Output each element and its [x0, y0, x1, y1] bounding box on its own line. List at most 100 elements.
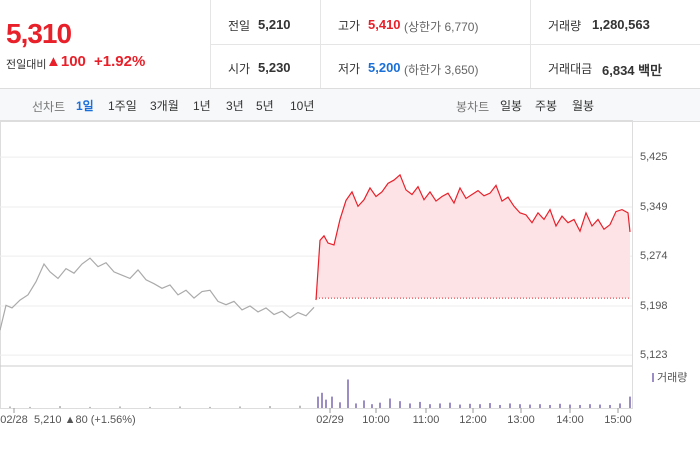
- stat-value: 6,834 백만: [602, 63, 663, 78]
- price-box: 5,310 전일대비 ▲100 +1.92%: [0, 0, 211, 88]
- volume-bar: [469, 403, 471, 408]
- tab[interactable]: 1일: [76, 99, 94, 113]
- tab[interactable]: 1주일: [108, 99, 137, 113]
- volume-bar: [269, 406, 271, 408]
- volume-bar: [371, 404, 373, 408]
- stat-value: 5,200: [368, 60, 401, 75]
- volume-bar: [317, 396, 319, 408]
- tab[interactable]: 주봉: [535, 99, 558, 113]
- change: ▲100: [46, 53, 86, 70]
- tab[interactable]: 10년: [290, 99, 315, 113]
- y-tick-label: 5,198: [640, 300, 668, 312]
- price-line: [315, 173, 631, 301]
- volume-bar: [325, 399, 327, 408]
- volume-bar: [609, 404, 611, 408]
- volume-bar: [559, 403, 561, 408]
- tab[interactable]: 3년: [226, 99, 244, 113]
- volume-bar: [9, 406, 11, 408]
- price-line: [0, 257, 315, 331]
- stat-label: 거래량: [548, 19, 582, 33]
- volume-bar: [59, 406, 61, 408]
- x-tick-label: 12:00: [459, 414, 487, 426]
- chart: 5,425 5,349 5,274 5,198 5,123 02/28 02/29 10:00…: [0, 120, 687, 426]
- stat-value: 5,210: [258, 17, 291, 32]
- volume-bar: [239, 406, 241, 408]
- volume-bar: [429, 404, 431, 408]
- tab[interactable]: 일봉: [500, 99, 523, 113]
- volume-bar: [299, 405, 301, 408]
- volume-bar: [449, 402, 451, 408]
- volume-bar: [339, 402, 341, 408]
- volume-bar: [379, 402, 381, 408]
- volume-bar: [459, 404, 461, 408]
- volume-bar: [321, 392, 323, 408]
- y-tick-label: 5,123: [640, 349, 668, 361]
- y-tick-label: 5,425: [640, 151, 668, 163]
- divider: [210, 44, 700, 45]
- volume-bar: [355, 403, 357, 408]
- volume-bar: [579, 404, 581, 408]
- volume-bar: [549, 404, 551, 408]
- volume-bar: [89, 406, 91, 408]
- tab[interactable]: 월봉: [572, 99, 595, 113]
- volume-bar: [29, 406, 31, 408]
- legend-label: 거래량: [657, 371, 687, 384]
- stat-label: 고가: [338, 19, 361, 33]
- area-fill: [316, 174, 630, 301]
- volume-bar: [499, 404, 501, 408]
- divider: [320, 0, 321, 88]
- volume-bar: [629, 396, 631, 408]
- tab-group-label: 봉차트: [456, 100, 490, 114]
- change-rate: +1.92%: [94, 53, 146, 70]
- x-tick-label: 15:00: [604, 414, 632, 426]
- volume-bar: [599, 404, 601, 408]
- volume-bar: [619, 403, 621, 408]
- stat-label: 전일: [228, 19, 251, 33]
- y-tick-label: 5,349: [640, 201, 668, 213]
- stat-note: (하한가 3,650): [404, 63, 479, 77]
- volume-bar: [489, 403, 491, 408]
- stat-note: (상한가 6,770): [404, 20, 479, 34]
- tab[interactable]: 1년: [193, 99, 211, 113]
- volume-bar: [409, 403, 411, 408]
- volume-bar: [179, 406, 181, 408]
- volume-bar: [439, 403, 441, 408]
- stat-value: 5,410: [368, 17, 401, 32]
- x-tick-label: 11:00: [413, 414, 440, 426]
- volume-bar: [589, 404, 591, 408]
- volume-bar: [347, 379, 349, 408]
- legend-swatch: [652, 373, 654, 382]
- volume-bar: [149, 406, 151, 408]
- x-tick-label: 02/28: [0, 414, 28, 426]
- volume-bar: [519, 404, 521, 408]
- tab-group-label: 선차트: [32, 100, 66, 114]
- stat-value: 1,280,563: [592, 17, 650, 32]
- x-tick-label: 14:00: [556, 414, 584, 426]
- volume-bar: [529, 404, 531, 408]
- volume-bar: [331, 396, 333, 408]
- volume-bar: [399, 401, 401, 408]
- volume-bar: [569, 404, 571, 408]
- volume-bar: [539, 404, 541, 408]
- prev-info: 5,210 ▲80 (+1.56%): [34, 414, 136, 426]
- x-tick-label: 02/29: [316, 414, 344, 426]
- tab[interactable]: 3개월: [150, 99, 179, 113]
- volume-bar: [119, 406, 121, 408]
- volume-bar: [509, 403, 511, 408]
- volume-bar: [363, 400, 365, 408]
- tab-bar: 선차트 1일 1주일 3개월 1년 3년 5년 10년 봉차트 일봉 주봉 월봉: [0, 88, 700, 122]
- x-tick-label: 10:00: [362, 414, 390, 426]
- x-tick-label: 13:00: [507, 414, 535, 426]
- volume-bar: [419, 401, 421, 408]
- stat-label: 거래대금: [548, 62, 593, 76]
- stat-label: 시가: [228, 62, 251, 76]
- tab[interactable]: 5년: [256, 99, 274, 113]
- stat-label: 저가: [338, 62, 361, 76]
- plot-frame: [0, 120, 633, 409]
- volume-bar: [209, 406, 211, 408]
- divider: [530, 0, 531, 88]
- change-label: 전일대비: [6, 59, 47, 71]
- volume-bar: [389, 398, 391, 408]
- volume-bar: [479, 404, 481, 408]
